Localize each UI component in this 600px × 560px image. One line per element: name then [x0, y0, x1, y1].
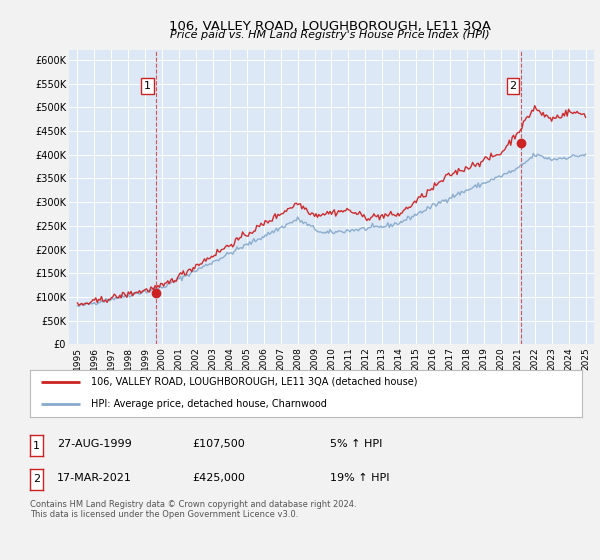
Text: 106, VALLEY ROAD, LOUGHBOROUGH, LE11 3QA: 106, VALLEY ROAD, LOUGHBOROUGH, LE11 3QA [169, 20, 491, 32]
Text: 5% ↑ HPI: 5% ↑ HPI [330, 439, 382, 449]
Text: £425,000: £425,000 [192, 473, 245, 483]
Text: 27-AUG-1999: 27-AUG-1999 [57, 439, 132, 449]
Text: 1: 1 [33, 441, 40, 451]
Text: Price paid vs. HM Land Registry's House Price Index (HPI): Price paid vs. HM Land Registry's House … [170, 30, 490, 40]
Text: £107,500: £107,500 [192, 439, 245, 449]
Text: 2: 2 [509, 81, 517, 91]
Text: 106, VALLEY ROAD, LOUGHBOROUGH, LE11 3QA (detached house): 106, VALLEY ROAD, LOUGHBOROUGH, LE11 3QA… [91, 376, 417, 386]
Text: 17-MAR-2021: 17-MAR-2021 [57, 473, 132, 483]
Text: HPI: Average price, detached house, Charnwood: HPI: Average price, detached house, Char… [91, 399, 326, 409]
Text: 19% ↑ HPI: 19% ↑ HPI [330, 473, 389, 483]
Text: 2: 2 [33, 474, 40, 484]
Text: Contains HM Land Registry data © Crown copyright and database right 2024.: Contains HM Land Registry data © Crown c… [30, 500, 356, 508]
Text: This data is licensed under the Open Government Licence v3.0.: This data is licensed under the Open Gov… [30, 510, 298, 519]
Text: 1: 1 [144, 81, 151, 91]
